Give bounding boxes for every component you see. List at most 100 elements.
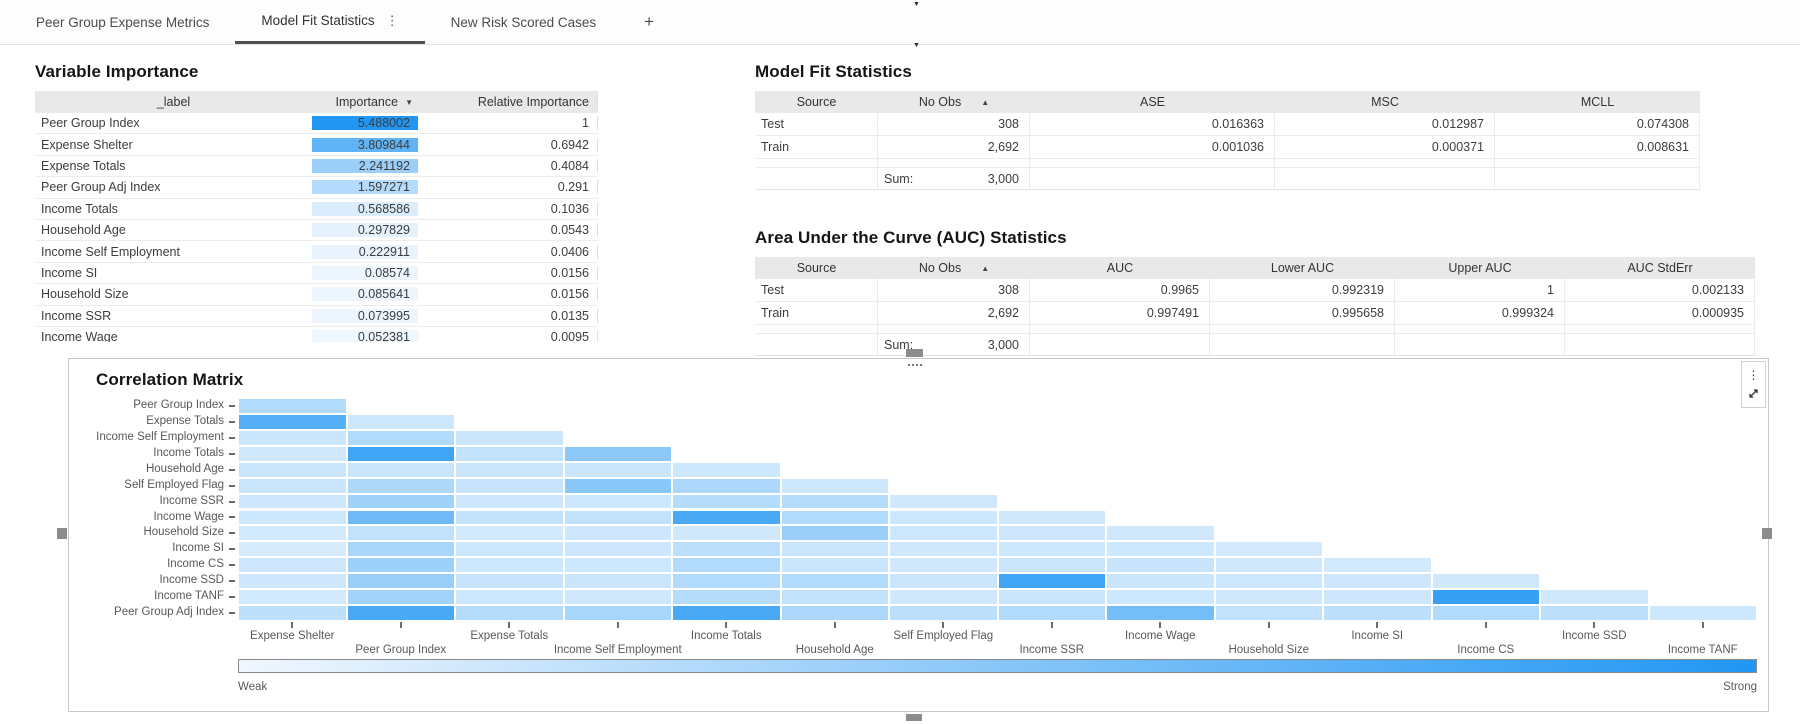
tab-model-fit-statistics[interactable]: Model Fit Statistics ⋮: [235, 0, 425, 44]
correlation-cell[interactable]: [673, 590, 780, 605]
correlation-cell[interactable]: [1107, 606, 1214, 620]
correlation-cell[interactable]: [890, 574, 997, 589]
correlation-cell[interactable]: [1541, 590, 1648, 605]
column-header-relative-importance[interactable]: Relative Importance: [418, 95, 598, 109]
correlation-cell[interactable]: [239, 494, 346, 509]
correlation-cell[interactable]: [347, 510, 454, 525]
correlation-cell[interactable]: [564, 462, 671, 477]
correlation-cell[interactable]: [998, 558, 1105, 573]
correlation-cell[interactable]: [239, 574, 346, 589]
variable-importance-row[interactable]: Household Age 0.297829 0.0543: [35, 220, 598, 242]
panel-menu-icon[interactable]: ⋮: [1747, 367, 1760, 382]
correlation-cell[interactable]: [1649, 606, 1756, 620]
column-header-ase[interactable]: ASE: [1030, 91, 1275, 113]
tab-new-risk-scored-cases[interactable]: New Risk Scored Cases: [425, 0, 623, 44]
correlation-cell[interactable]: [1324, 558, 1431, 573]
correlation-cell[interactable]: [673, 606, 780, 620]
correlation-cell[interactable]: [781, 542, 888, 557]
drag-dots-handle[interactable]: [908, 364, 910, 366]
correlation-cell[interactable]: [456, 574, 563, 589]
correlation-cell[interactable]: [1107, 574, 1214, 589]
bottom-resize-handle[interactable]: [906, 714, 922, 721]
correlation-cell[interactable]: [239, 590, 346, 605]
correlation-cell[interactable]: [456, 590, 563, 605]
correlation-cell[interactable]: [347, 558, 454, 573]
column-header-upper-auc[interactable]: Upper AUC: [1395, 257, 1565, 279]
correlation-cell[interactable]: [347, 430, 454, 445]
correlation-cell[interactable]: [456, 606, 563, 620]
variable-importance-row[interactable]: Income Wage 0.052381 0.0095: [35, 327, 598, 342]
variable-importance-row[interactable]: Income Self Employment 0.222911 0.0406: [35, 241, 598, 263]
correlation-cell[interactable]: [1215, 574, 1322, 589]
correlation-cell[interactable]: [1324, 606, 1431, 620]
correlation-cell[interactable]: [564, 558, 671, 573]
correlation-cell[interactable]: [781, 590, 888, 605]
table-row[interactable]: Train 2,692 0.997491 0.995658 0.999324 0.0009…: [755, 302, 1755, 325]
correlation-cell[interactable]: [564, 542, 671, 557]
table-row[interactable]: Test 308 0.9965 0.992319 1 0.002133: [755, 279, 1755, 302]
correlation-cell[interactable]: [456, 462, 563, 477]
correlation-cell[interactable]: [347, 590, 454, 605]
correlation-cell[interactable]: [456, 542, 563, 557]
correlation-cell[interactable]: [1215, 542, 1322, 557]
correlation-cell[interactable]: [564, 574, 671, 589]
correlation-cell[interactable]: [673, 574, 780, 589]
column-header-lower-auc[interactable]: Lower AUC: [1210, 257, 1395, 279]
correlation-cell[interactable]: [1107, 590, 1214, 605]
correlation-cell[interactable]: [673, 494, 780, 509]
column-header-no-obs[interactable]: No Obs ▲: [878, 257, 1030, 279]
correlation-cell[interactable]: [781, 558, 888, 573]
column-header-mcll[interactable]: MCLL: [1495, 91, 1700, 113]
variable-importance-row[interactable]: Expense Totals 2.241192 0.4084: [35, 156, 598, 178]
correlation-cell[interactable]: [239, 542, 346, 557]
variable-importance-row[interactable]: Expense Shelter 3.809844 0.6942: [35, 134, 598, 156]
variable-importance-row[interactable]: Income Totals 0.568586 0.1036: [35, 199, 598, 220]
variable-importance-row[interactable]: Income SSR 0.073995 0.0135: [35, 306, 598, 327]
right-resize-handle[interactable]: [1762, 528, 1772, 539]
correlation-cell[interactable]: [1215, 590, 1322, 605]
correlation-cell[interactable]: [1107, 526, 1214, 541]
correlation-cell[interactable]: [781, 526, 888, 541]
correlation-cell[interactable]: [239, 462, 346, 477]
correlation-cell[interactable]: [998, 590, 1105, 605]
variable-importance-row[interactable]: Peer Group Adj Index 1.597271 0.291: [35, 177, 598, 199]
correlation-cell[interactable]: [347, 462, 454, 477]
correlation-cell[interactable]: [564, 606, 671, 620]
correlation-cell[interactable]: [673, 510, 780, 525]
table-row[interactable]: Test 308 0.016363 0.012987 0.074308: [755, 113, 1700, 136]
correlation-cell[interactable]: [998, 606, 1105, 620]
column-header-importance[interactable]: Importance ▼: [312, 95, 418, 109]
correlation-cell[interactable]: [890, 542, 997, 557]
correlation-cell[interactable]: [239, 510, 346, 525]
collapse-caret-icon[interactable]: ▼: [913, 42, 920, 49]
tab-peer-group-expense-metrics[interactable]: Peer Group Expense Metrics: [10, 0, 235, 44]
correlation-cell[interactable]: [239, 526, 346, 541]
correlation-cell[interactable]: [239, 414, 346, 429]
splitter-handle[interactable]: [906, 349, 923, 357]
correlation-cell[interactable]: [239, 606, 346, 620]
correlation-cell[interactable]: [347, 574, 454, 589]
maximize-icon[interactable]: [1747, 387, 1760, 400]
column-header-source[interactable]: Source: [755, 257, 878, 279]
left-resize-handle[interactable]: [57, 528, 67, 539]
correlation-cell[interactable]: [347, 606, 454, 620]
correlation-cell[interactable]: [347, 414, 454, 429]
column-header-source[interactable]: Source: [755, 91, 878, 113]
correlation-cell[interactable]: [673, 478, 780, 493]
correlation-cell[interactable]: [564, 526, 671, 541]
correlation-cell[interactable]: [1215, 606, 1322, 620]
correlation-cell[interactable]: [998, 526, 1105, 541]
correlation-cell[interactable]: [781, 478, 888, 493]
correlation-cell[interactable]: [890, 590, 997, 605]
correlation-cell[interactable]: [239, 430, 346, 445]
correlation-cell[interactable]: [890, 526, 997, 541]
correlation-cell[interactable]: [456, 446, 563, 461]
correlation-cell[interactable]: [239, 446, 346, 461]
correlation-cell[interactable]: [781, 606, 888, 620]
column-header-auc-stderr[interactable]: AUC StdErr: [1565, 257, 1755, 279]
correlation-cell[interactable]: [564, 494, 671, 509]
correlation-cell[interactable]: [781, 574, 888, 589]
correlation-cell[interactable]: [347, 446, 454, 461]
correlation-cell[interactable]: [890, 494, 997, 509]
correlation-cell[interactable]: [456, 526, 563, 541]
